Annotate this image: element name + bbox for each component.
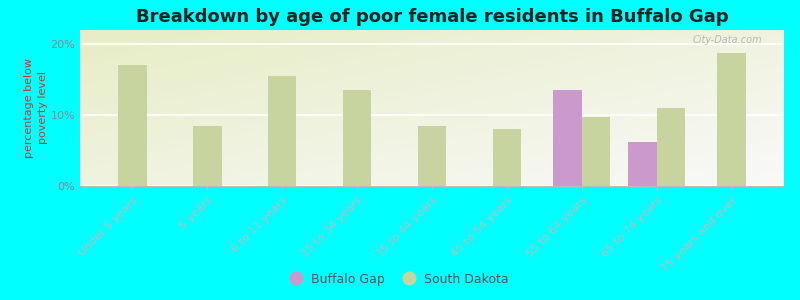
Bar [118,65,146,186]
Bar [628,142,657,186]
Bar [493,129,521,186]
Bar [343,90,371,186]
Bar [193,126,222,186]
Title: Breakdown by age of poor female residents in Buffalo Gap: Breakdown by age of poor female resident… [136,8,728,26]
Text: City-Data.com: City-Data.com [693,35,762,45]
Bar [657,108,685,186]
Bar [418,126,446,186]
Y-axis label: percentage below
poverty level: percentage below poverty level [25,58,48,158]
Legend: Buffalo Gap, South Dakota: Buffalo Gap, South Dakota [286,268,514,291]
Bar [554,90,582,186]
Bar [268,76,297,186]
Bar [718,53,746,186]
Bar [582,116,610,186]
